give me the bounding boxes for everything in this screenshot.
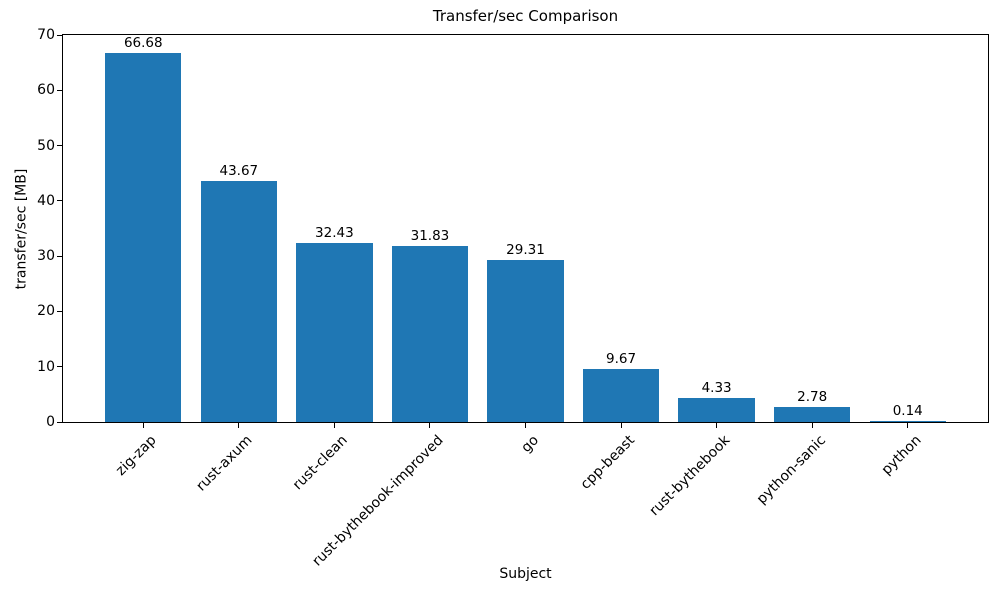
x-tick-label: rust-axum	[193, 432, 256, 495]
y-tick-label: 70	[37, 27, 55, 43]
bar	[582, 368, 660, 422]
x-axis-label: Subject	[499, 566, 552, 582]
y-tick-label: 50	[37, 137, 55, 154]
x-tick-mark	[716, 423, 718, 428]
y-tick-mark	[57, 310, 62, 312]
bar-value-label: 31.83	[410, 228, 450, 245]
x-tick-mark	[238, 423, 240, 428]
y-axis-label: transfer/sec [MB]	[12, 168, 29, 289]
y-tick-mark	[57, 255, 62, 257]
x-tick-mark	[333, 423, 335, 428]
bar-value-label: 4.33	[701, 380, 732, 397]
bar-value-label: 66.68	[123, 35, 163, 52]
y-tick-label: 10	[37, 358, 55, 375]
y-tick-label: 0	[46, 414, 55, 430]
x-tick-label: zig-zap	[113, 432, 160, 479]
x-tick-mark	[907, 423, 909, 428]
y-tick-label: 60	[37, 82, 55, 99]
x-tick-label: python-sanic	[753, 432, 829, 508]
bar-value-label: 9.67	[606, 350, 637, 367]
bar	[200, 180, 278, 422]
x-tick-mark	[142, 423, 144, 428]
y-tick-label: 40	[37, 192, 55, 209]
x-tick-label: cpp-beast	[577, 432, 638, 493]
x-tick-mark	[429, 423, 431, 428]
x-tick-label: rust-clean	[290, 432, 351, 494]
x-tick-mark	[620, 423, 622, 428]
y-tick-mark	[57, 89, 62, 91]
bar-value-label: 32.43	[315, 224, 354, 241]
bar	[296, 242, 373, 422]
y-tick-mark	[57, 366, 62, 368]
bar	[678, 398, 755, 422]
x-tick-mark	[811, 423, 813, 428]
y-tick-mark	[57, 34, 62, 36]
bar-value-label: 2.78	[797, 388, 828, 405]
y-tick-label: 20	[37, 303, 55, 320]
bar	[869, 421, 946, 422]
x-tick-label: rust-bythebook	[646, 432, 734, 520]
y-tick-mark	[57, 421, 62, 423]
bar-value-label: 43.67	[219, 162, 259, 179]
bar-value-label: 0.14	[892, 403, 923, 419]
x-tick-mark	[525, 423, 526, 428]
y-tick-mark	[57, 145, 62, 147]
bar	[487, 259, 564, 422]
bar	[773, 406, 851, 422]
x-tick-label: python	[878, 432, 925, 479]
bar-value-label: 29.31	[506, 241, 545, 258]
bar	[391, 246, 469, 422]
y-tick-label: 30	[37, 248, 55, 265]
x-tick-label: go	[518, 432, 543, 456]
bar	[105, 53, 182, 422]
y-tick-mark	[57, 200, 62, 202]
chart-title: Transfer/sec Comparison	[432, 7, 619, 25]
